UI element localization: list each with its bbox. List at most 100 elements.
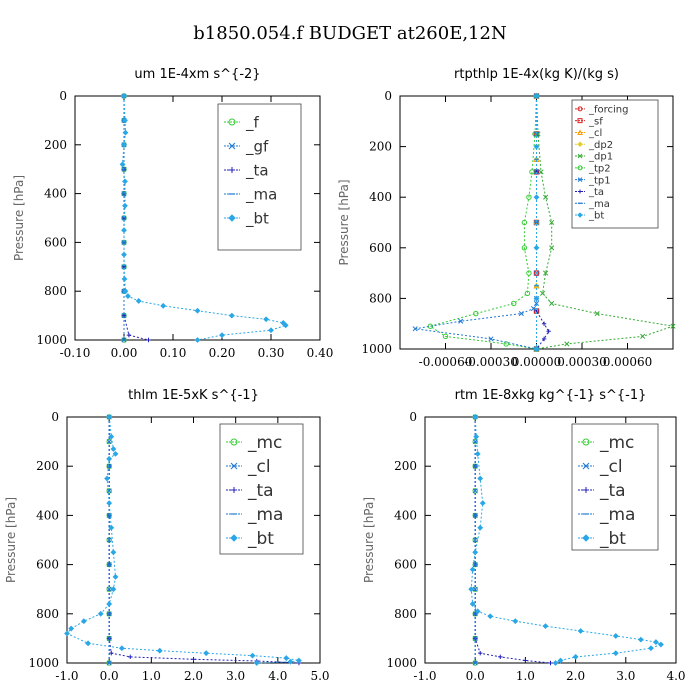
x-tick-label: 0.0 bbox=[466, 669, 485, 683]
data-point bbox=[477, 524, 484, 531]
data-point bbox=[228, 312, 235, 319]
x-tick-label: 2.0 bbox=[566, 669, 585, 683]
legend-label: _ma bbox=[245, 185, 277, 204]
x-tick-label: 0.0 bbox=[100, 669, 119, 683]
data-point bbox=[564, 341, 570, 347]
legend-label: _ma bbox=[588, 199, 610, 210]
data-point bbox=[653, 639, 659, 645]
x-tick-label: -0.00060 bbox=[419, 355, 473, 369]
legend-item: _sf bbox=[575, 116, 603, 127]
y-tick-label: 1000 bbox=[361, 342, 392, 356]
data-point bbox=[640, 333, 646, 339]
data-point bbox=[442, 333, 449, 340]
series-bt bbox=[468, 414, 664, 666]
data-point bbox=[126, 332, 132, 338]
chart-panel-1: um 1E-4xm s^{-2} -0.10 0.00 0.10 0.20 0.30 0.4… bbox=[12, 67, 333, 360]
y-tick-label: 400 bbox=[44, 187, 67, 201]
data-point bbox=[533, 244, 540, 251]
series-dp1 bbox=[533, 93, 676, 352]
legend-item: _bt bbox=[578, 529, 626, 549]
data-point bbox=[526, 270, 532, 276]
data-point bbox=[108, 433, 115, 440]
legend-item: _cl bbox=[575, 128, 602, 139]
x-tick-label: 1.0 bbox=[142, 669, 161, 683]
data-point bbox=[474, 450, 481, 457]
data-point bbox=[282, 322, 289, 329]
legend-label: _bt bbox=[247, 529, 274, 549]
panel-title: thlm 1E-5xK s^{-1} bbox=[128, 388, 259, 403]
data-point bbox=[122, 178, 128, 185]
legend: _f _gf _ta _ma _bt bbox=[217, 103, 302, 251]
data-point bbox=[549, 300, 555, 307]
legend-item: _ta bbox=[578, 481, 626, 501]
y-axis-label: Pressure [hPa] bbox=[337, 179, 351, 265]
data-point bbox=[572, 653, 579, 660]
data-point bbox=[263, 316, 270, 323]
legend-item: _tp1 bbox=[575, 175, 611, 186]
data-point bbox=[106, 537, 112, 543]
legend-label: _tp2 bbox=[588, 163, 611, 174]
series-tp1 bbox=[412, 93, 540, 352]
legend-item: _ma bbox=[578, 505, 635, 525]
legend-item: _ta bbox=[224, 161, 269, 180]
data-point bbox=[106, 488, 112, 494]
legend-label: _forcing bbox=[588, 104, 629, 115]
data-point bbox=[473, 433, 480, 440]
data-point bbox=[577, 628, 584, 634]
y-tick-label: 0 bbox=[384, 89, 392, 103]
series-bt bbox=[119, 93, 289, 343]
data-point bbox=[498, 654, 503, 660]
series-line bbox=[474, 417, 551, 664]
data-point bbox=[412, 326, 418, 332]
legend-label: _f bbox=[245, 113, 260, 132]
data-point bbox=[121, 227, 127, 234]
data-point bbox=[477, 475, 484, 482]
data-point bbox=[533, 346, 540, 352]
series-line bbox=[470, 416, 663, 664]
data-point bbox=[268, 327, 274, 334]
legend-label: _ta bbox=[588, 187, 604, 198]
data-point bbox=[203, 650, 210, 657]
data-point bbox=[637, 636, 644, 643]
y-tick-label: 600 bbox=[394, 558, 417, 572]
legend-item: _forcing bbox=[575, 104, 629, 115]
data-point bbox=[122, 129, 129, 136]
legend-item: _ta bbox=[575, 187, 604, 198]
data-point bbox=[538, 169, 544, 175]
data-point bbox=[106, 601, 113, 607]
data-point bbox=[658, 641, 664, 648]
data-point bbox=[135, 298, 142, 304]
data-point bbox=[542, 623, 549, 630]
data-point bbox=[469, 566, 476, 573]
data-point bbox=[106, 438, 112, 445]
data-point bbox=[546, 329, 551, 334]
x-tick-label: 0.10 bbox=[160, 346, 187, 360]
data-point bbox=[125, 293, 131, 299]
data-point bbox=[479, 500, 486, 507]
x-tick-label: 0.20 bbox=[209, 346, 236, 360]
y-tick-label: 400 bbox=[36, 508, 59, 522]
data-point bbox=[97, 610, 104, 617]
x-tick-label: 0.00030 bbox=[557, 355, 607, 369]
y-tick-label: 600 bbox=[44, 235, 67, 249]
y-axis-label: Pressure [hPa] bbox=[4, 497, 18, 583]
data-point bbox=[253, 660, 260, 666]
y-tick-label: 200 bbox=[394, 459, 417, 473]
data-point bbox=[112, 450, 119, 457]
data-point bbox=[119, 161, 126, 168]
data-point bbox=[112, 573, 119, 580]
legend-item: _ma bbox=[224, 185, 277, 204]
x-tick-label: 0.00 bbox=[111, 346, 138, 360]
data-point bbox=[472, 549, 479, 556]
data-point bbox=[472, 414, 479, 420]
x-tick-label: -1.0 bbox=[413, 669, 436, 683]
data-point bbox=[533, 194, 540, 201]
data-point bbox=[524, 290, 531, 297]
legend: _forcing_sf_cl_dp2_dp1_tp2_tp1_ta_ma_bt bbox=[571, 99, 659, 229]
data-point bbox=[219, 332, 225, 339]
legend-label: _dp2 bbox=[588, 140, 613, 151]
data-point bbox=[543, 270, 549, 276]
data-point bbox=[526, 194, 532, 200]
series-cl bbox=[106, 414, 112, 666]
data-point bbox=[118, 645, 125, 652]
